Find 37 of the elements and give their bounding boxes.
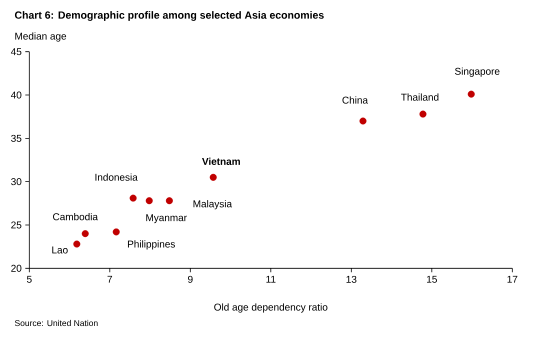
x-tick-label: 15 bbox=[427, 276, 437, 283]
chart-title: Chart 6: Demographic profile among selected Asia economies bbox=[14, 11, 324, 21]
y-axis-title: Median age bbox=[15, 32, 66, 42]
point bbox=[130, 194, 137, 202]
annotation: Malaysia bbox=[194, 200, 232, 210]
annotation: Cambodia bbox=[53, 212, 98, 220]
annotation: Philippines bbox=[128, 240, 175, 250]
annotation: Singapore bbox=[454, 68, 500, 77]
y-tick-label: 20 bbox=[11, 264, 22, 272]
annotation: Vietnam bbox=[202, 158, 240, 165]
annotation: Thailand bbox=[401, 93, 438, 101]
point bbox=[166, 197, 173, 204]
point bbox=[82, 230, 89, 238]
point bbox=[112, 228, 120, 236]
x-tick-label: 11 bbox=[266, 276, 276, 283]
y-tick-label: 30 bbox=[11, 178, 22, 186]
point bbox=[359, 118, 366, 125]
x-tick-label: 9 bbox=[188, 276, 193, 283]
annotation: China bbox=[342, 96, 368, 104]
x-tick-label: 7 bbox=[108, 276, 112, 283]
annotation: Indonesia bbox=[95, 173, 138, 181]
x-tick-label: 5 bbox=[26, 276, 32, 283]
point bbox=[419, 110, 426, 118]
annotation: Lao bbox=[52, 246, 68, 254]
x-tick-label: 17 bbox=[508, 276, 518, 283]
source-note: Source: United Nation bbox=[14, 320, 98, 326]
x-axis-title: Old age dependency ratio bbox=[214, 303, 328, 313]
point bbox=[146, 197, 153, 204]
y-tick-label: 45 bbox=[10, 48, 22, 56]
x-tick-label: 13 bbox=[346, 276, 356, 283]
y-tick-label: 35 bbox=[11, 134, 22, 142]
point bbox=[73, 240, 80, 248]
y-tick-label: 25 bbox=[11, 221, 22, 228]
annotation: Myanmar bbox=[146, 214, 187, 224]
point bbox=[210, 174, 217, 181]
point bbox=[468, 90, 475, 98]
y-tick-label: 40 bbox=[10, 91, 22, 99]
